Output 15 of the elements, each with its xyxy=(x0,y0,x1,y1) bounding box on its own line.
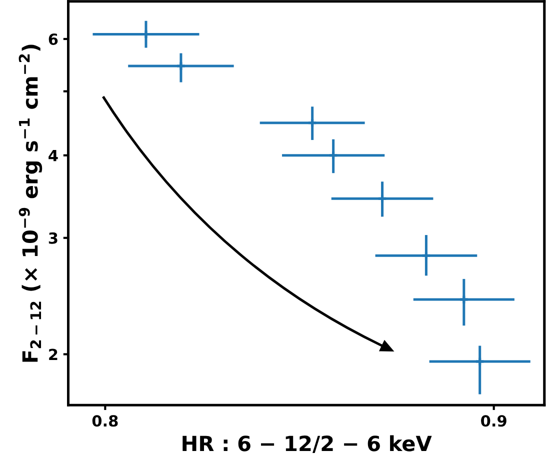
point xyxy=(307,118,318,128)
point xyxy=(328,150,338,160)
y-tick-label: 4 xyxy=(48,150,58,162)
x-axis-title: HR : 6 − 12/2 − 6 keV xyxy=(182,435,432,453)
point xyxy=(474,356,485,367)
y-tick-label: 2 xyxy=(49,348,58,360)
x-tick-label: 0.8 xyxy=(92,415,118,427)
point xyxy=(421,250,432,261)
text: F$_{2−12}$ (× 10$^{−9}$ erg s$^{−1}$ cm$^{−2}$) xyxy=(18,44,42,362)
x-tick-label: 0.9 xyxy=(481,415,506,427)
point xyxy=(377,194,388,204)
point xyxy=(458,294,469,305)
y-tick-label: 3 xyxy=(48,232,58,244)
point xyxy=(176,60,186,72)
y-tick-label: 6 xyxy=(48,33,58,46)
